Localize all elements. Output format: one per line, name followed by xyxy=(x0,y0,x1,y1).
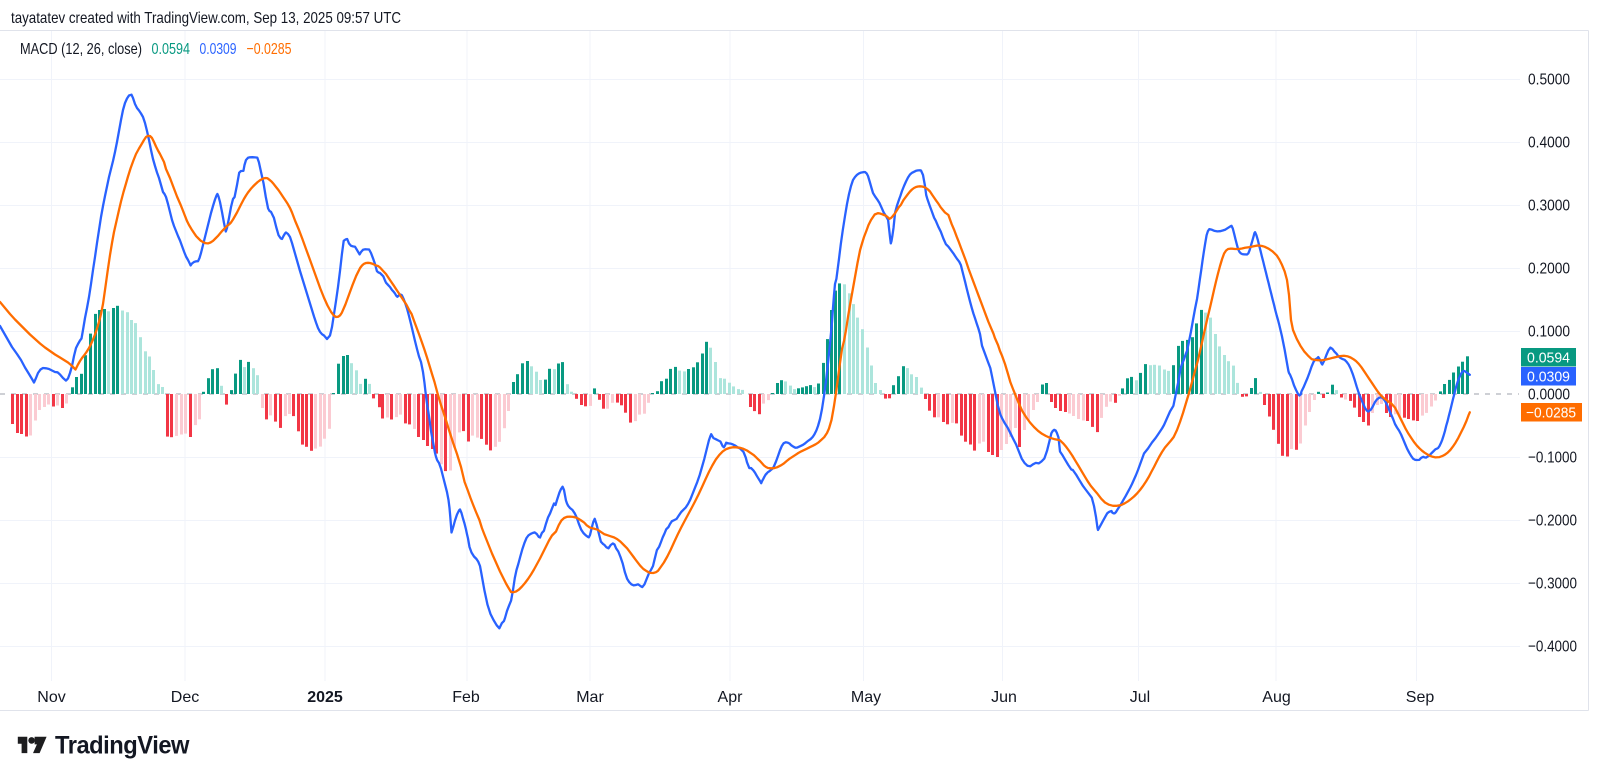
svg-text:0.3000: 0.3000 xyxy=(1528,198,1570,215)
svg-text:0.4000: 0.4000 xyxy=(1528,135,1570,152)
svg-text:Nov: Nov xyxy=(37,689,65,706)
svg-text:0.0309: 0.0309 xyxy=(200,41,237,58)
svg-text:0.5000: 0.5000 xyxy=(1528,72,1570,89)
svg-text:Apr: Apr xyxy=(718,689,744,706)
svg-text:0.0000: 0.0000 xyxy=(1528,387,1570,404)
svg-text:0.2000: 0.2000 xyxy=(1528,261,1570,278)
svg-text:0.0594: 0.0594 xyxy=(152,41,191,58)
svg-text:−0.0285: −0.0285 xyxy=(247,41,292,58)
svg-text:−0.0285: −0.0285 xyxy=(1526,405,1576,422)
svg-text:−0.2000: −0.2000 xyxy=(1528,513,1577,530)
svg-text:Dec: Dec xyxy=(171,689,199,706)
svg-text:MACD (12, 26, close): MACD (12, 26, close) xyxy=(20,41,142,58)
svg-text:TradingView: TradingView xyxy=(55,732,190,760)
svg-text:−0.4000: −0.4000 xyxy=(1528,639,1577,656)
svg-text:Sep: Sep xyxy=(1406,689,1435,706)
svg-text:2025: 2025 xyxy=(307,689,343,706)
svg-text:Feb: Feb xyxy=(452,689,480,706)
svg-text:0.1000: 0.1000 xyxy=(1528,324,1570,341)
svg-text:0.0594: 0.0594 xyxy=(1527,350,1570,367)
svg-text:−0.1000: −0.1000 xyxy=(1528,450,1577,467)
svg-text:0.0309: 0.0309 xyxy=(1527,369,1570,386)
svg-text:tayatatev created with Trading: tayatatev created with TradingView.com, … xyxy=(11,10,401,27)
svg-text:May: May xyxy=(851,689,881,706)
svg-text:Jul: Jul xyxy=(1130,689,1150,706)
svg-text:Mar: Mar xyxy=(576,689,604,706)
svg-text:−0.3000: −0.3000 xyxy=(1528,576,1577,593)
svg-text:Jun: Jun xyxy=(991,689,1017,706)
svg-text:Aug: Aug xyxy=(1262,689,1290,706)
